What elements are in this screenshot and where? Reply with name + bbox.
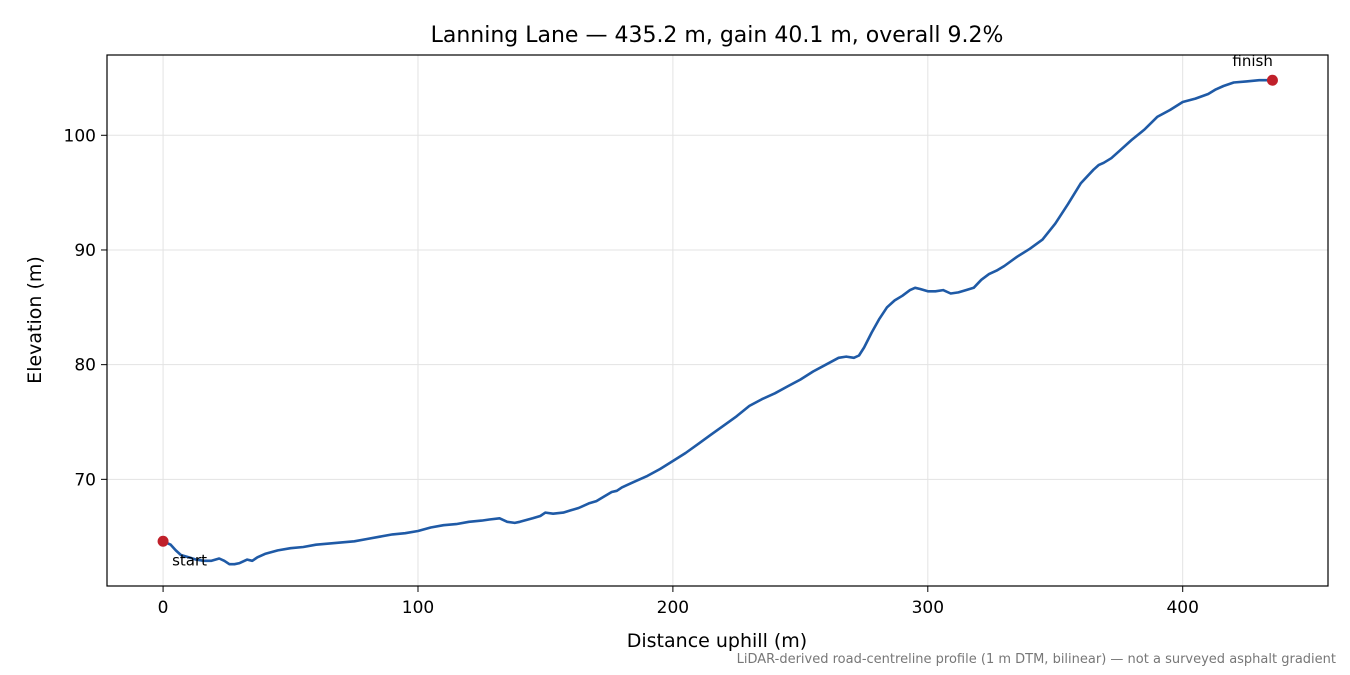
endpoint-markers — [157, 74, 1278, 547]
footnote: LiDAR-derived road-centreline profile (1… — [736, 652, 1336, 667]
x-axis-ticks: 0 100 200 300 400 — [158, 586, 1199, 618]
annotation-layer: start finish — [172, 52, 1273, 569]
y-tick-label: 70 — [74, 470, 96, 490]
y-axis-label: Elevation (m) — [24, 256, 46, 384]
x-tick-label: 400 — [1166, 598, 1198, 618]
series-layer — [161, 78, 1274, 566]
x-tick-label: 300 — [912, 598, 944, 618]
x-tick-label: 200 — [657, 598, 689, 618]
x-tick-label: 100 — [402, 598, 434, 618]
y-tick-label: 100 — [64, 126, 96, 146]
x-tick-label: 0 — [158, 598, 169, 618]
y-tick-label: 80 — [74, 356, 96, 376]
x-axis-label: Distance uphill (m) — [627, 630, 807, 652]
elevation-line — [161, 78, 1274, 566]
y-axis-ticks: 70 80 90 100 — [64, 126, 107, 490]
grid-lines — [107, 55, 1328, 586]
start-marker — [157, 535, 169, 547]
y-tick-label: 90 — [74, 241, 96, 261]
finish-marker — [1266, 74, 1278, 86]
finish-label: finish — [1232, 52, 1272, 70]
start-label: start — [172, 551, 207, 569]
plot-frame — [106, 54, 1329, 587]
chart-title: Lanning Lane — 435.2 m, gain 40.1 m, ove… — [431, 23, 1004, 48]
